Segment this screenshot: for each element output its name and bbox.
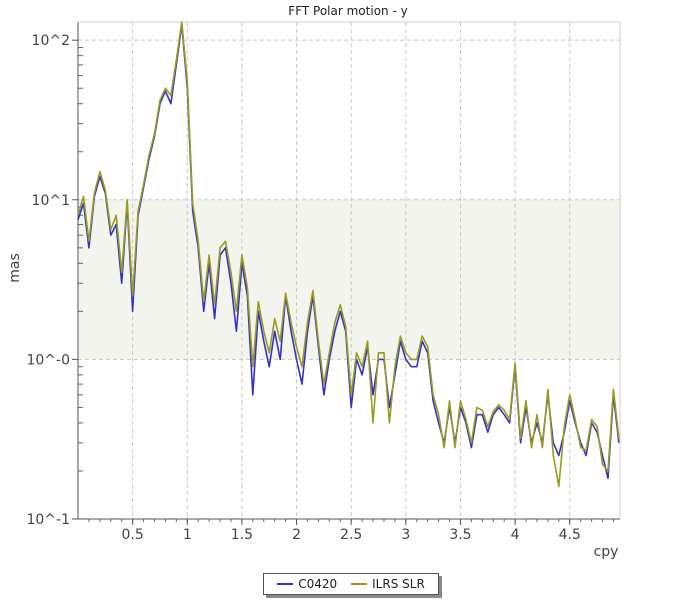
y-axis-label: mas (7, 253, 23, 283)
x-tick-label-9: 4.5 (559, 527, 581, 543)
x-tick-label-2: 1 (183, 527, 192, 543)
series-line-2 (77, 21, 620, 488)
x-tick-label-4: 2 (292, 527, 301, 543)
x-axis-label: cpy (594, 544, 619, 560)
highlight-band (78, 199, 620, 360)
legend-entry-series-1: C0420 (277, 577, 337, 591)
x-tick-label-6: 3 (401, 527, 410, 543)
y-tick-label-1: 10^-1 (26, 512, 70, 528)
x-tick-label-3: 1.5 (231, 527, 253, 543)
legend-entry-series-2: ILRS SLR (351, 577, 425, 591)
chart-title: FFT Polar motion - y (288, 4, 407, 18)
x-tick-label-1: 0.5 (122, 527, 144, 543)
x-tick-label-7: 3.5 (449, 527, 471, 543)
x-tick-label-5: 2.5 (340, 527, 362, 543)
legend-swatch-series-2 (351, 583, 368, 585)
legend-label-series-2: ILRS SLR (372, 577, 425, 591)
x-tick-label-8: 4 (511, 527, 520, 543)
legend: C0420 ILRS SLR (263, 573, 439, 595)
legend-swatch-series-1 (277, 583, 294, 585)
legend-label-series-1: C0420 (298, 577, 338, 591)
plot-area: 0.5 1 1.5 2 2.5 3 3.5 4 4.5 10^-1 10^-0 10^1 10^2 (26, 21, 621, 543)
y-tick-label-3: 10^1 (32, 193, 70, 209)
y-tick-label-4: 10^2 (32, 33, 70, 49)
y-tick-label-2: 10^-0 (26, 352, 70, 368)
